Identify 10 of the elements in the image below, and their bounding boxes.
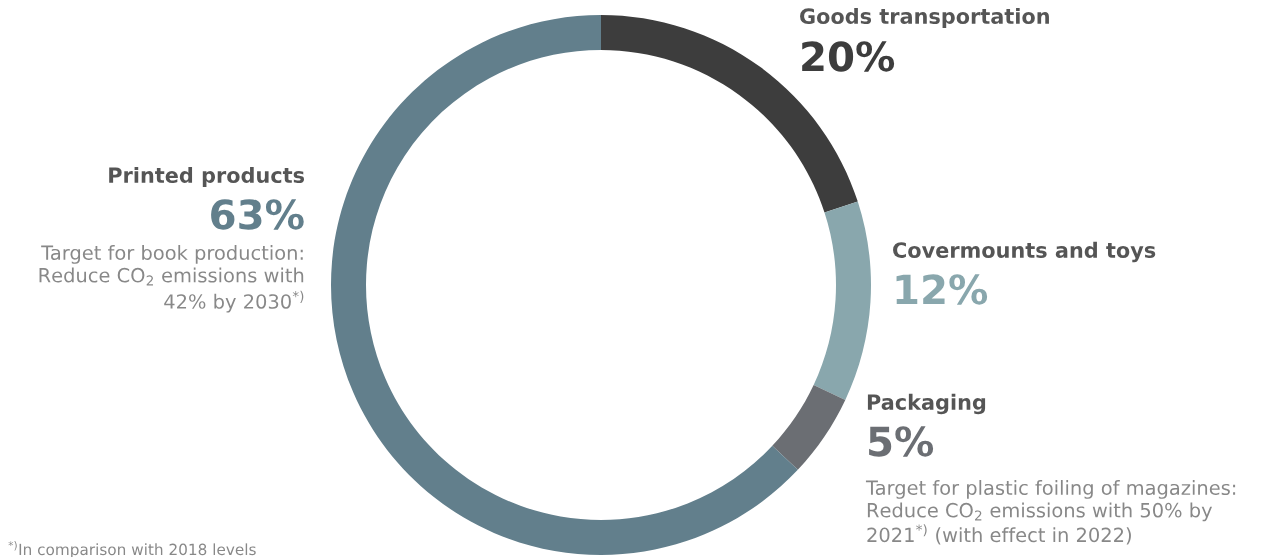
slice-label: Packaging [867,393,986,415]
text: Target for book production: Reduce CO$_{2}$ emissions with 42% by 2030$^{*)}$ [39,245,304,313]
slice-label: Printed products [109,166,305,188]
data-label: 20% [802,41,895,72]
data-label: 63% [211,199,304,230]
data-label: 12% [896,274,988,305]
text: Target for plastic foiling of magazines: Reduce CO$_{2}$ emissions with 50% by 2021$^{*)}$ (with effect in 2022) [865,480,1236,545]
slice-label: Covermounts and toys [893,241,1156,263]
data-label: 5% [869,426,934,457]
slice-label: Goods transportation [800,7,1049,29]
